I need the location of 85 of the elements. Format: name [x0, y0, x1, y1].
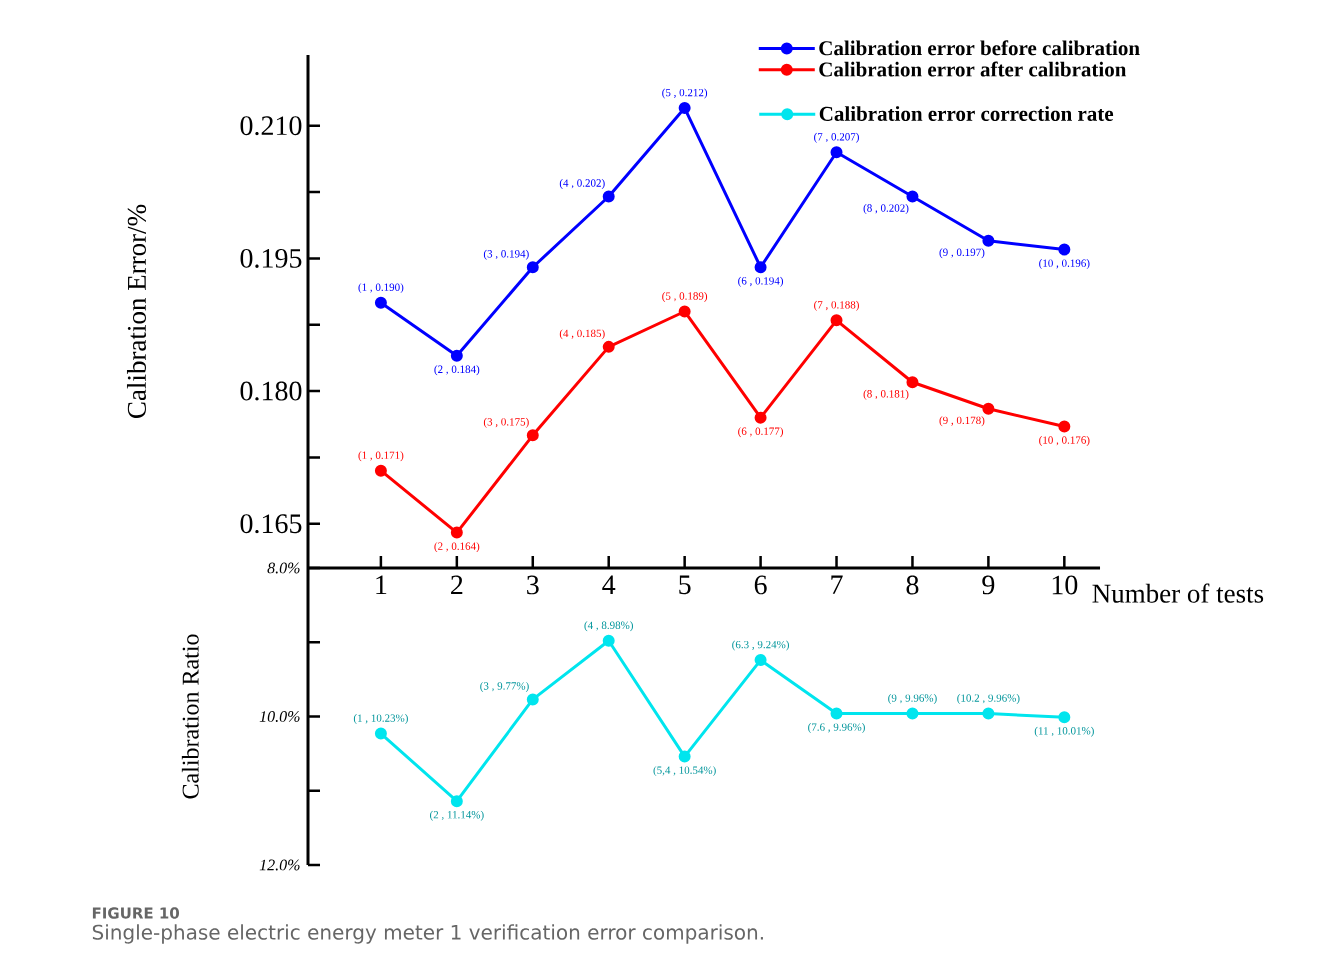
data-label: (6 , 0.177)	[738, 427, 784, 438]
point	[602, 190, 615, 203]
data-label: (2 , 0.184)	[434, 365, 480, 376]
point	[678, 102, 691, 115]
legend-label: Calibration error before calibration	[819, 40, 1140, 56]
x-axis-title: Number of tests	[1092, 583, 1264, 603]
y-tick-label: 8.0%	[267, 562, 300, 574]
y-tick-label: 0.180	[240, 381, 302, 401]
point	[450, 349, 463, 362]
point	[754, 411, 767, 424]
x-tick-label: 2	[451, 575, 463, 595]
data-label: (3 , 9.77%)	[480, 681, 529, 692]
point	[906, 376, 919, 389]
x-tick-label: 3	[527, 575, 539, 595]
data-label: (5 , 0.212)	[662, 88, 708, 99]
y-tick-label: 0.210	[240, 116, 302, 136]
data-label: (5,4 , 10.54%)	[653, 766, 716, 777]
data-label: (11 , 10.01%)	[1034, 726, 1094, 737]
data-label: (3 , 0.175)	[483, 417, 529, 428]
point	[678, 305, 691, 318]
point	[830, 707, 843, 720]
point	[754, 261, 767, 274]
x-tick-label: 8	[906, 575, 919, 595]
point	[906, 190, 919, 203]
point	[602, 340, 615, 353]
data-label: (4 , 0.185)	[559, 329, 605, 340]
x-tick-label: 4	[602, 575, 616, 594]
point	[830, 314, 843, 327]
point	[450, 795, 463, 808]
data-label: (8 , 0.202)	[863, 204, 909, 215]
data-label: (7.6 , 9.96%)	[808, 723, 865, 734]
point	[1058, 243, 1071, 256]
point	[374, 464, 387, 477]
caption: FIGURE 10	[92, 907, 180, 919]
x-tick-label: 5	[679, 575, 691, 595]
point	[982, 707, 995, 720]
point	[374, 296, 387, 309]
data-label: (2 , 0.164)	[434, 542, 480, 553]
point	[526, 429, 539, 442]
legend-label: Calibration error after calibration	[819, 61, 1127, 77]
data-label: (6.3 , 9.24%)	[732, 640, 789, 651]
data-label: (4 , 8.98%)	[584, 621, 633, 632]
y-tick-label: 0.165	[240, 514, 302, 534]
point	[602, 634, 615, 647]
data-label: (9 , 0.197)	[939, 248, 985, 259]
y-tick-label: 0.195	[240, 248, 302, 268]
data-label: (7 , 0.207)	[814, 132, 859, 143]
point	[678, 750, 691, 763]
legend-label: Calibration error correction rate	[819, 106, 1114, 121]
data-label: (10.2 , 9.96%)	[957, 694, 1020, 704]
data-label: (1 , 0.171)	[358, 451, 404, 462]
point	[526, 261, 539, 274]
data-label: (9 , 9.96%)	[888, 694, 937, 704]
data-label: (10 , 0.196)	[1039, 259, 1090, 270]
data-label: (6 , 0.194)	[738, 276, 784, 287]
y-axis-title: Calibration Ratio	[181, 634, 199, 799]
text: Single-phase electric energy meter 1 verification error comparison.	[92, 924, 763, 944]
x-tick-label: 6	[754, 575, 767, 595]
point	[1058, 420, 1071, 433]
point	[374, 727, 387, 740]
data-label: (1 , 10.23%)	[353, 714, 408, 725]
data-label: (7 , 0.188)	[814, 300, 859, 311]
y-axis-title: Calibration Error/%	[126, 204, 147, 418]
point	[830, 146, 843, 159]
point	[982, 234, 995, 247]
x-tick-label: 9	[982, 575, 995, 595]
point	[982, 402, 995, 415]
point	[526, 693, 539, 706]
data-label: (5 , 0.189)	[662, 292, 708, 302]
data-label: (3 , 0.194)	[483, 249, 529, 260]
point	[754, 654, 767, 667]
data-label: (8 , 0.181)	[863, 389, 909, 400]
data-label: (1 , 0.190)	[358, 283, 404, 294]
x-tick-label: 1	[376, 575, 387, 595]
data-label: (10 , 0.176)	[1039, 436, 1090, 446]
x-tick-label: 7	[831, 575, 843, 594]
data-label: (9 , 0.178)	[939, 416, 985, 427]
x-tick-label: 10	[1052, 575, 1078, 595]
point	[906, 707, 919, 720]
point	[450, 526, 463, 539]
data-label: (2 , 11.14%)	[430, 810, 484, 821]
point	[1058, 711, 1071, 724]
y-tick-label: 12.0%	[259, 859, 300, 871]
data-label: (4 , 0.202)	[559, 179, 605, 189]
y-tick-label: 10.0%	[259, 711, 300, 722]
